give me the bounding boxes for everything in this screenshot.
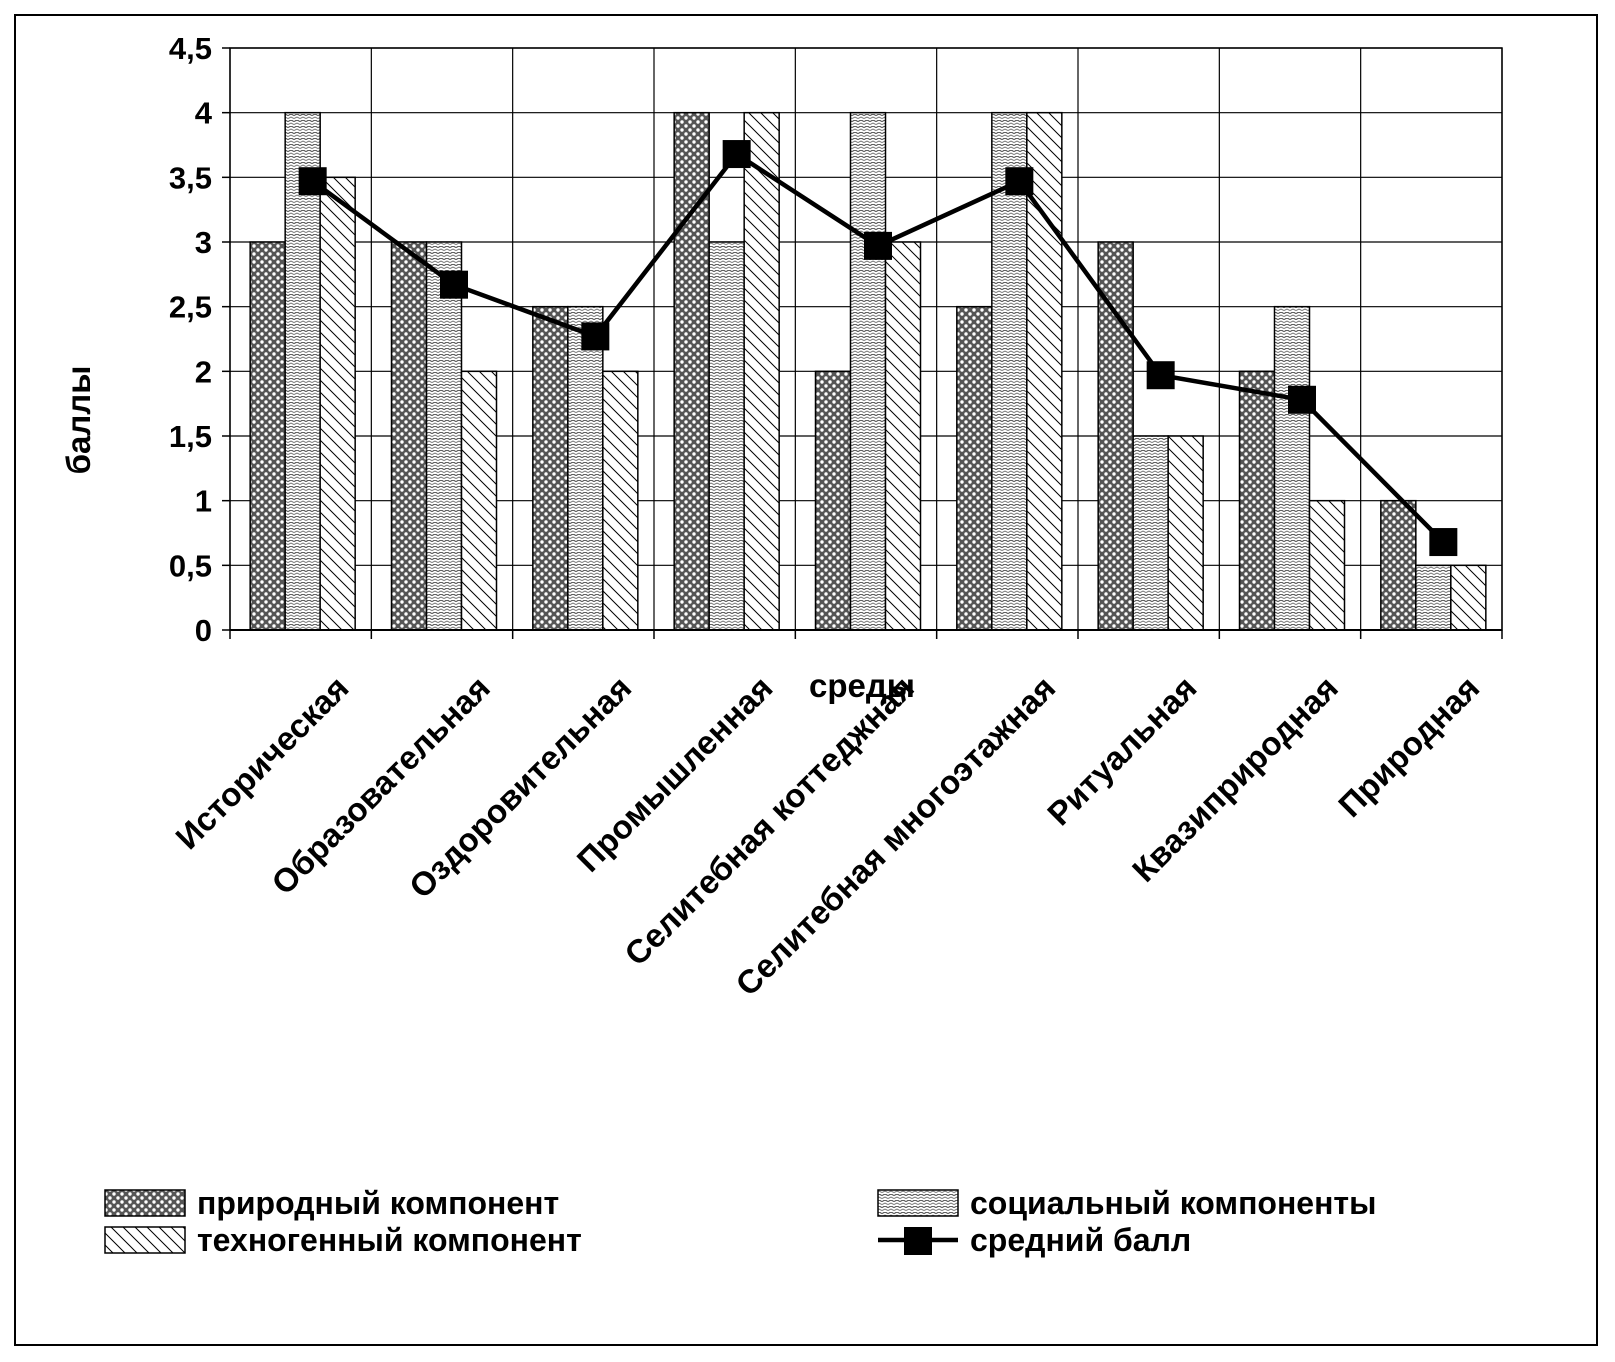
bar	[1273, 305, 1311, 631]
bar	[1167, 435, 1204, 631]
y-tick-label: 1,5	[169, 419, 212, 454]
bar	[567, 305, 604, 631]
legend-label: техногенный компонент	[197, 1222, 582, 1258]
bar	[1380, 499, 1417, 631]
y-tick-label: 4,5	[169, 31, 212, 66]
bar	[602, 370, 639, 631]
legend-label: средний балл	[970, 1222, 1191, 1258]
bar	[532, 305, 569, 631]
y-tick-label: 2,5	[169, 290, 212, 325]
bar	[991, 111, 1028, 631]
legend-swatch	[104, 1189, 186, 1217]
bar	[1238, 370, 1276, 631]
bar	[319, 176, 356, 631]
y-tick-label: 2	[195, 354, 212, 389]
y-tick-label: 0,5	[169, 548, 212, 583]
legend-marker	[904, 1227, 932, 1255]
bars	[249, 111, 1487, 631]
axes	[222, 47, 1503, 639]
bar	[814, 370, 852, 631]
x-category-label: Селитебная коттеджная	[617, 669, 921, 973]
legend-swatch	[877, 1189, 959, 1217]
x-category-label: Природная	[1331, 669, 1486, 824]
bar	[249, 241, 286, 631]
y-tick-label: 3	[195, 225, 212, 260]
average-point	[722, 140, 751, 169]
legend-swatch	[104, 1226, 186, 1254]
bar	[1415, 564, 1452, 631]
bar	[1132, 435, 1169, 631]
bar	[460, 370, 498, 631]
average-point	[1005, 167, 1034, 196]
bar	[425, 241, 463, 631]
bar	[1450, 564, 1487, 631]
average-point	[440, 270, 468, 299]
average-point	[581, 322, 610, 351]
average-point	[1288, 385, 1316, 414]
average-point	[1429, 528, 1458, 557]
y-tick-label: 3,5	[169, 160, 212, 195]
y-axis-title: баллы	[60, 366, 97, 475]
legend-label: социальный компоненты	[970, 1185, 1376, 1221]
bar	[743, 111, 780, 631]
y-tick-label: 0	[195, 613, 212, 648]
bar	[673, 111, 710, 631]
bar	[884, 241, 922, 631]
bar	[956, 305, 993, 631]
chart-frame	[14, 14, 1598, 1346]
y-tick-label: 1	[195, 484, 212, 519]
legend: природный компонент социальный компоненты…	[104, 1185, 1376, 1258]
y-tick-label: 4	[195, 96, 213, 131]
legend-label: природный компонент	[197, 1185, 559, 1221]
bar	[849, 111, 887, 631]
average-point	[864, 231, 892, 260]
average-point	[298, 167, 327, 196]
bar	[708, 241, 745, 631]
average-line	[298, 140, 1458, 557]
average-point	[1146, 361, 1175, 390]
bar	[1308, 499, 1346, 631]
x-axis-title: среды	[809, 667, 915, 704]
bar	[390, 241, 428, 631]
